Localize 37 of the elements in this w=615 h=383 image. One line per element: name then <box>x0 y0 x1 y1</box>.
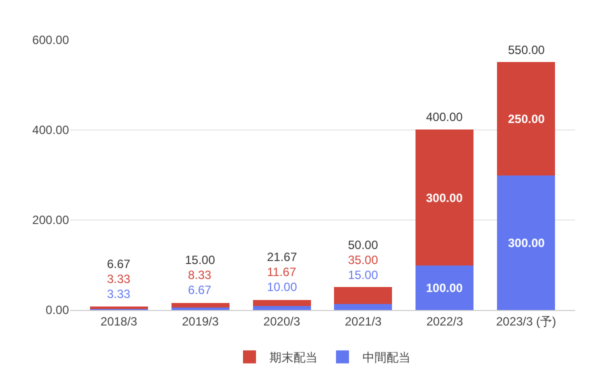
legend-label: 期末配当 <box>270 350 318 365</box>
bar <box>334 287 392 304</box>
total-label: 6.67 <box>107 257 131 271</box>
y-tick-label: 200.00 <box>32 213 70 228</box>
x-tick-label: 2020/3 <box>263 314 300 328</box>
total-label: 50.00 <box>348 238 378 252</box>
y-tick-label: 600.00 <box>32 33 70 48</box>
data-label: 11.67 <box>267 265 296 279</box>
x-tick-label: 2022/3 <box>426 314 464 328</box>
data-label: 3.33 <box>107 272 131 286</box>
data-label: 6.67 <box>188 283 212 297</box>
x-tick-label: 2019/3 <box>182 314 219 328</box>
total-label: 550.00 <box>508 43 546 57</box>
data-label: 250.00 <box>508 112 546 126</box>
x-tick-label: 2018/3 <box>100 314 138 328</box>
total-label: 400.00 <box>426 110 464 124</box>
data-label: 15.00 <box>348 268 378 282</box>
bar <box>171 302 230 308</box>
x-tick-label: 2021/3 <box>344 314 382 328</box>
x-tick-label: 2023/3 (予) <box>496 314 556 328</box>
bar <box>497 62 556 176</box>
y-tick-label: 400.00 <box>32 123 70 138</box>
bar <box>416 264 474 310</box>
bar <box>497 174 556 310</box>
data-label: 35.00 <box>348 253 378 267</box>
data-label: 100.00 <box>426 281 464 295</box>
total-label: 15.00 <box>185 253 216 267</box>
data-label: 10.00 <box>267 280 298 294</box>
data-label: 300.00 <box>508 236 546 250</box>
legend-label: 中間配当 <box>362 350 410 365</box>
data-label: 3.33 <box>107 287 131 301</box>
bar <box>416 130 474 266</box>
total-label: 21.67 <box>267 250 298 264</box>
y-tick-label: 0.00 <box>46 303 70 318</box>
bar <box>252 300 311 306</box>
data-label: 8.33 <box>188 268 212 282</box>
data-label: 300.00 <box>426 191 464 205</box>
